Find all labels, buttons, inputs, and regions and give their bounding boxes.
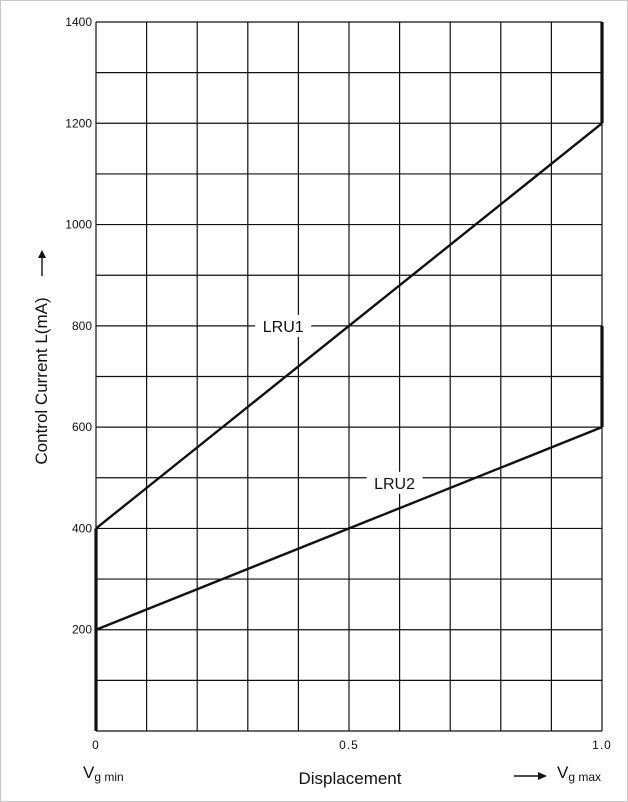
x-tick-label: 0 [92,738,100,752]
series-lines [95,122,603,631]
series-label-lru1: LRU1 [263,319,304,336]
y-tick-label: 1200 [65,116,92,130]
x-axis-arrow [514,772,547,780]
vg-max-label: Vg max [557,763,601,784]
vg-min-label: Vg min [83,763,124,784]
y-tick-label: 1400 [65,15,92,29]
x-axis-label: Displacement [299,769,402,788]
series-labels: LRU1 LRU2 [255,314,423,494]
x-tick-labels: 0 0.5 1.0 [92,738,612,752]
vg-min-sub: g min [94,770,123,784]
vg-max-base: V [557,763,569,782]
x-tick-label: 1.0 [592,738,612,752]
series-label-bg [366,471,423,494]
series-line-lru1 [95,122,603,530]
y-axis-label: Control Current L(mA) [32,297,51,464]
y-tick-label: 400 [72,521,92,535]
y-tick-label: 800 [72,319,92,333]
y-tick-label: 1000 [65,218,92,232]
y-tick-label: 600 [72,420,92,434]
series-label-bg [255,314,312,337]
y-tick-label: 200 [72,623,92,637]
vg-max-sub: g max [568,770,601,784]
grid [95,21,603,732]
y-tick-labels: 200 400 600 800 1000 1200 1400 [65,15,92,637]
y-axis-arrow [38,250,46,276]
x-tick-label: 0.5 [339,738,359,752]
series-line-lru2 [95,426,603,631]
series-label-lru2: LRU2 [374,476,415,493]
vg-min-base: V [83,763,95,782]
